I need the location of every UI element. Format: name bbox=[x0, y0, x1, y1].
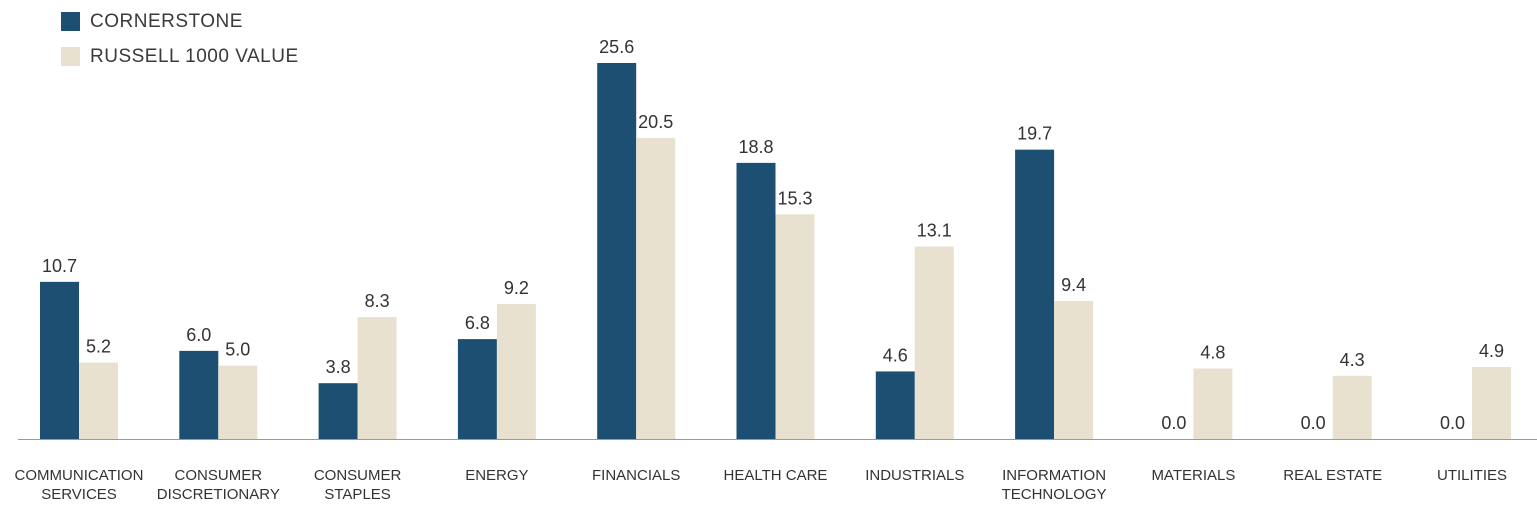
legend-item-russell: RUSSELL 1000 VALUE bbox=[61, 39, 299, 74]
data-label-russell-7: 9.4 bbox=[1061, 275, 1086, 295]
data-label-russell-8: 4.8 bbox=[1200, 343, 1225, 363]
bar-cornerstone-4 bbox=[597, 63, 637, 439]
bar-cornerstone-1 bbox=[179, 350, 219, 439]
bar-cornerstone-3 bbox=[457, 339, 497, 439]
data-label-cornerstone-4: 25.6 bbox=[599, 37, 634, 57]
bar-russell-10 bbox=[1472, 367, 1511, 439]
category-label-3: ENERGY bbox=[465, 467, 528, 484]
category-label-10: UTILITIES bbox=[1437, 467, 1507, 484]
category-label-1: CONSUMER DISCRETIONARY bbox=[157, 467, 280, 503]
data-label-cornerstone-10: 0.0 bbox=[1440, 413, 1465, 433]
legend-item-cornerstone: CORNERSTONE bbox=[61, 4, 299, 39]
bar-cornerstone-7 bbox=[1015, 149, 1055, 439]
data-label-russell-1: 5.0 bbox=[225, 340, 250, 360]
legend: CORNERSTONE RUSSELL 1000 VALUE bbox=[61, 4, 299, 74]
bar-russell-8 bbox=[1193, 368, 1233, 439]
data-label-cornerstone-0: 10.7 bbox=[42, 256, 77, 276]
bar-russell-7 bbox=[1054, 300, 1094, 439]
data-label-cornerstone-7: 19.7 bbox=[1017, 124, 1052, 144]
bar-cornerstone-2 bbox=[318, 383, 358, 439]
category-label-9: REAL ESTATE bbox=[1283, 467, 1382, 484]
category-label-6: INDUSTRIALS bbox=[865, 467, 964, 484]
bar-russell-3 bbox=[496, 303, 536, 439]
data-label-russell-9: 4.3 bbox=[1340, 350, 1365, 370]
legend-swatch-russell bbox=[61, 47, 80, 66]
data-label-russell-5: 15.3 bbox=[777, 188, 812, 208]
data-label-cornerstone-5: 18.8 bbox=[738, 137, 773, 157]
category-label-7: INFORMATION TECHNOLOGY bbox=[1002, 467, 1107, 503]
data-label-cornerstone-8: 0.0 bbox=[1161, 413, 1186, 433]
legend-swatch-cornerstone bbox=[61, 12, 80, 31]
bar-russell-0 bbox=[79, 362, 118, 439]
bar-cornerstone-5 bbox=[736, 162, 776, 439]
bar-russell-9 bbox=[1332, 375, 1372, 439]
data-label-russell-0: 5.2 bbox=[86, 337, 111, 357]
bar-russell-6 bbox=[914, 246, 954, 439]
data-label-cornerstone-6: 4.6 bbox=[883, 345, 908, 365]
bar-russell-1 bbox=[218, 365, 258, 439]
data-label-russell-10: 4.9 bbox=[1479, 341, 1504, 361]
category-label-0: COMMUNICATION SERVICES bbox=[15, 467, 144, 503]
bar-russell-5 bbox=[775, 214, 815, 439]
category-label-4: FINANCIALS bbox=[592, 467, 680, 484]
bar-russell-2 bbox=[357, 317, 397, 439]
data-label-cornerstone-3: 6.8 bbox=[465, 313, 490, 333]
category-label-5: HEALTH CARE bbox=[724, 467, 828, 484]
bar-cornerstone-6 bbox=[875, 371, 915, 439]
data-label-cornerstone-2: 3.8 bbox=[326, 357, 351, 377]
data-label-russell-4: 20.5 bbox=[638, 112, 673, 132]
data-label-russell-2: 8.3 bbox=[365, 291, 390, 311]
data-label-russell-3: 9.2 bbox=[504, 278, 529, 298]
legend-label-russell: RUSSELL 1000 VALUE bbox=[90, 45, 299, 67]
bar-russell-4 bbox=[636, 137, 676, 439]
legend-label-cornerstone: CORNERSTONE bbox=[90, 10, 243, 32]
data-label-russell-6: 13.1 bbox=[917, 221, 952, 241]
data-label-cornerstone-9: 0.0 bbox=[1301, 413, 1326, 433]
bar-cornerstone-0 bbox=[40, 281, 79, 439]
category-label-8: MATERIALS bbox=[1151, 467, 1235, 484]
data-label-cornerstone-1: 6.0 bbox=[186, 325, 211, 345]
category-label-2: CONSUMER STAPLES bbox=[314, 467, 402, 503]
